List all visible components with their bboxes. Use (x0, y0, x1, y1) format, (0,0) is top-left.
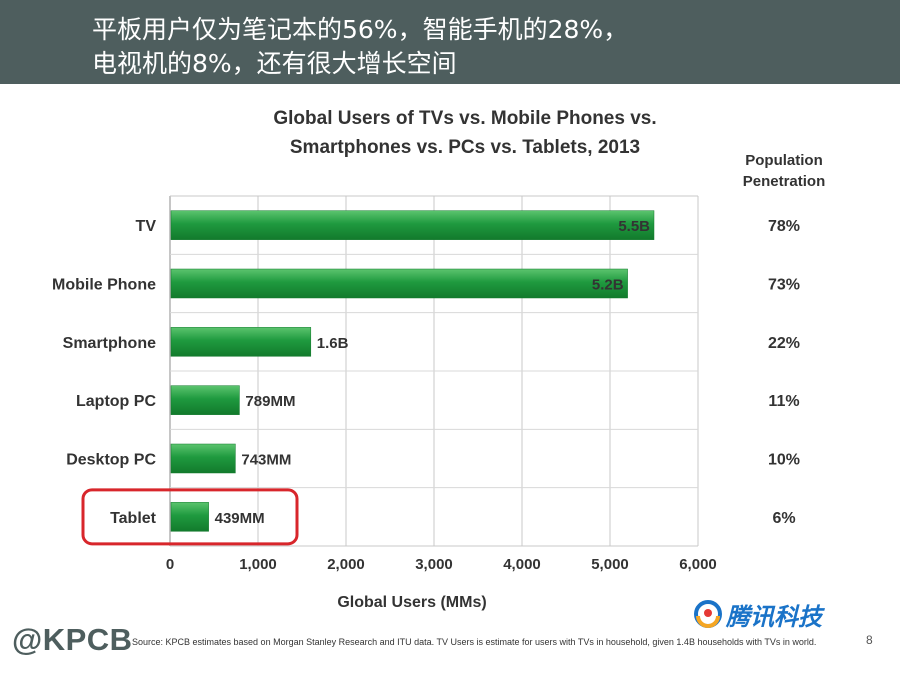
chart-title-line-2: Smartphones vs. PCs vs. Tablets, 2013 (289, 137, 641, 158)
value-label: 1.6B (317, 335, 349, 352)
kpcb-brand: @KPCB (12, 622, 133, 657)
penetration-header-line-2: Penetration (742, 173, 826, 190)
value-label: 439MM (215, 510, 265, 527)
penetration-value: 6% (772, 510, 795, 527)
headline-line-2: 电视机的8%，还有很大增长空间 (92, 49, 457, 78)
page-number: 8 (866, 633, 873, 647)
headline-line-1: 平板用户仅为笔记本的56%，智能手机的28%， (92, 15, 629, 44)
x-tick-label: 6,000 (679, 556, 717, 573)
category-label: Mobile Phone (52, 277, 156, 294)
tablet-highlight-box (81, 488, 299, 546)
logo-text: 腾讯科技 (726, 602, 822, 631)
bar-mobile-phone (170, 268, 628, 299)
category-label: Smartphone (63, 335, 156, 352)
slide-header: 平板用户仅为笔记本的56%，智能手机的28%， 电视机的8%，还有很大增长空间 (0, 0, 900, 84)
chart-title: Global Users of TVs vs. Mobile Phones vs… (200, 104, 730, 162)
chart-title-line-1: Global Users of TVs vs. Mobile Phones vs… (273, 108, 657, 129)
category-label: Laptop PC (76, 393, 156, 410)
x-tick-label: 3,000 (415, 556, 453, 573)
penetration-value: 22% (768, 335, 800, 352)
value-label: 5.2B (592, 277, 624, 294)
penetration-value: 11% (768, 393, 799, 410)
x-tick-label: 5,000 (591, 556, 629, 573)
bar-laptop-pc (170, 385, 240, 415)
category-label: Desktop PC (66, 452, 156, 469)
penetration-value: 78% (768, 218, 800, 235)
x-axis-title: Global Users (MMs) (337, 594, 486, 611)
source-note: Source: KPCB estimates based on Morgan S… (132, 637, 817, 647)
bar-smartphone (170, 327, 312, 357)
category-label: TV (136, 218, 157, 235)
value-label: 789MM (245, 393, 295, 410)
x-tick-label: 1,000 (239, 556, 277, 573)
penetration-header-line-1: Population (745, 152, 823, 169)
bar-tablet (170, 502, 209, 532)
x-tick-label: 2,000 (327, 556, 365, 573)
penetration-value: 10% (768, 452, 800, 469)
x-tick-label: 4,000 (503, 556, 541, 573)
category-label: Tablet (110, 510, 157, 527)
x-tick-label: 0 (166, 556, 174, 573)
tencent-logo-icon (694, 600, 722, 628)
bar-tv (170, 210, 655, 240)
penetration-value: 73% (768, 277, 800, 294)
value-label: 743MM (241, 452, 291, 469)
tencent-tech-logo: 腾讯科技 (694, 598, 822, 631)
value-label: 5.5B (618, 218, 650, 235)
bar-desktop-pc (170, 443, 236, 474)
penetration-header: Population Penetration (722, 150, 846, 192)
